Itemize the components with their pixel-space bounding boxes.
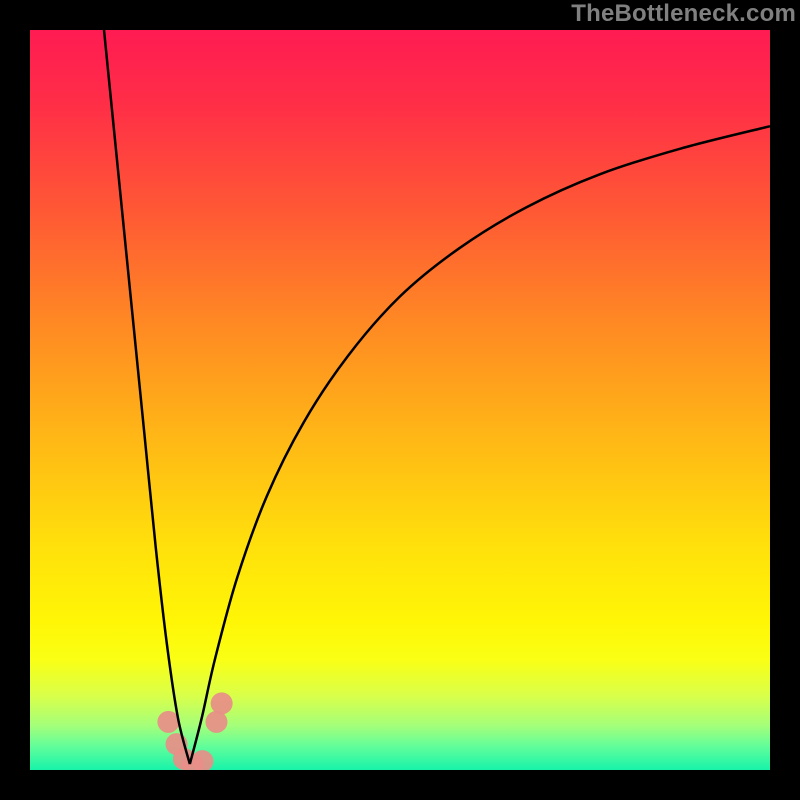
watermark-text: TheBottleneck.com xyxy=(571,0,796,28)
marker-dot xyxy=(205,711,227,733)
chart-canvas: TheBottleneck.com xyxy=(0,0,800,800)
marker-dot xyxy=(211,692,233,714)
plot-svg xyxy=(30,30,770,770)
plot-area xyxy=(30,30,770,770)
